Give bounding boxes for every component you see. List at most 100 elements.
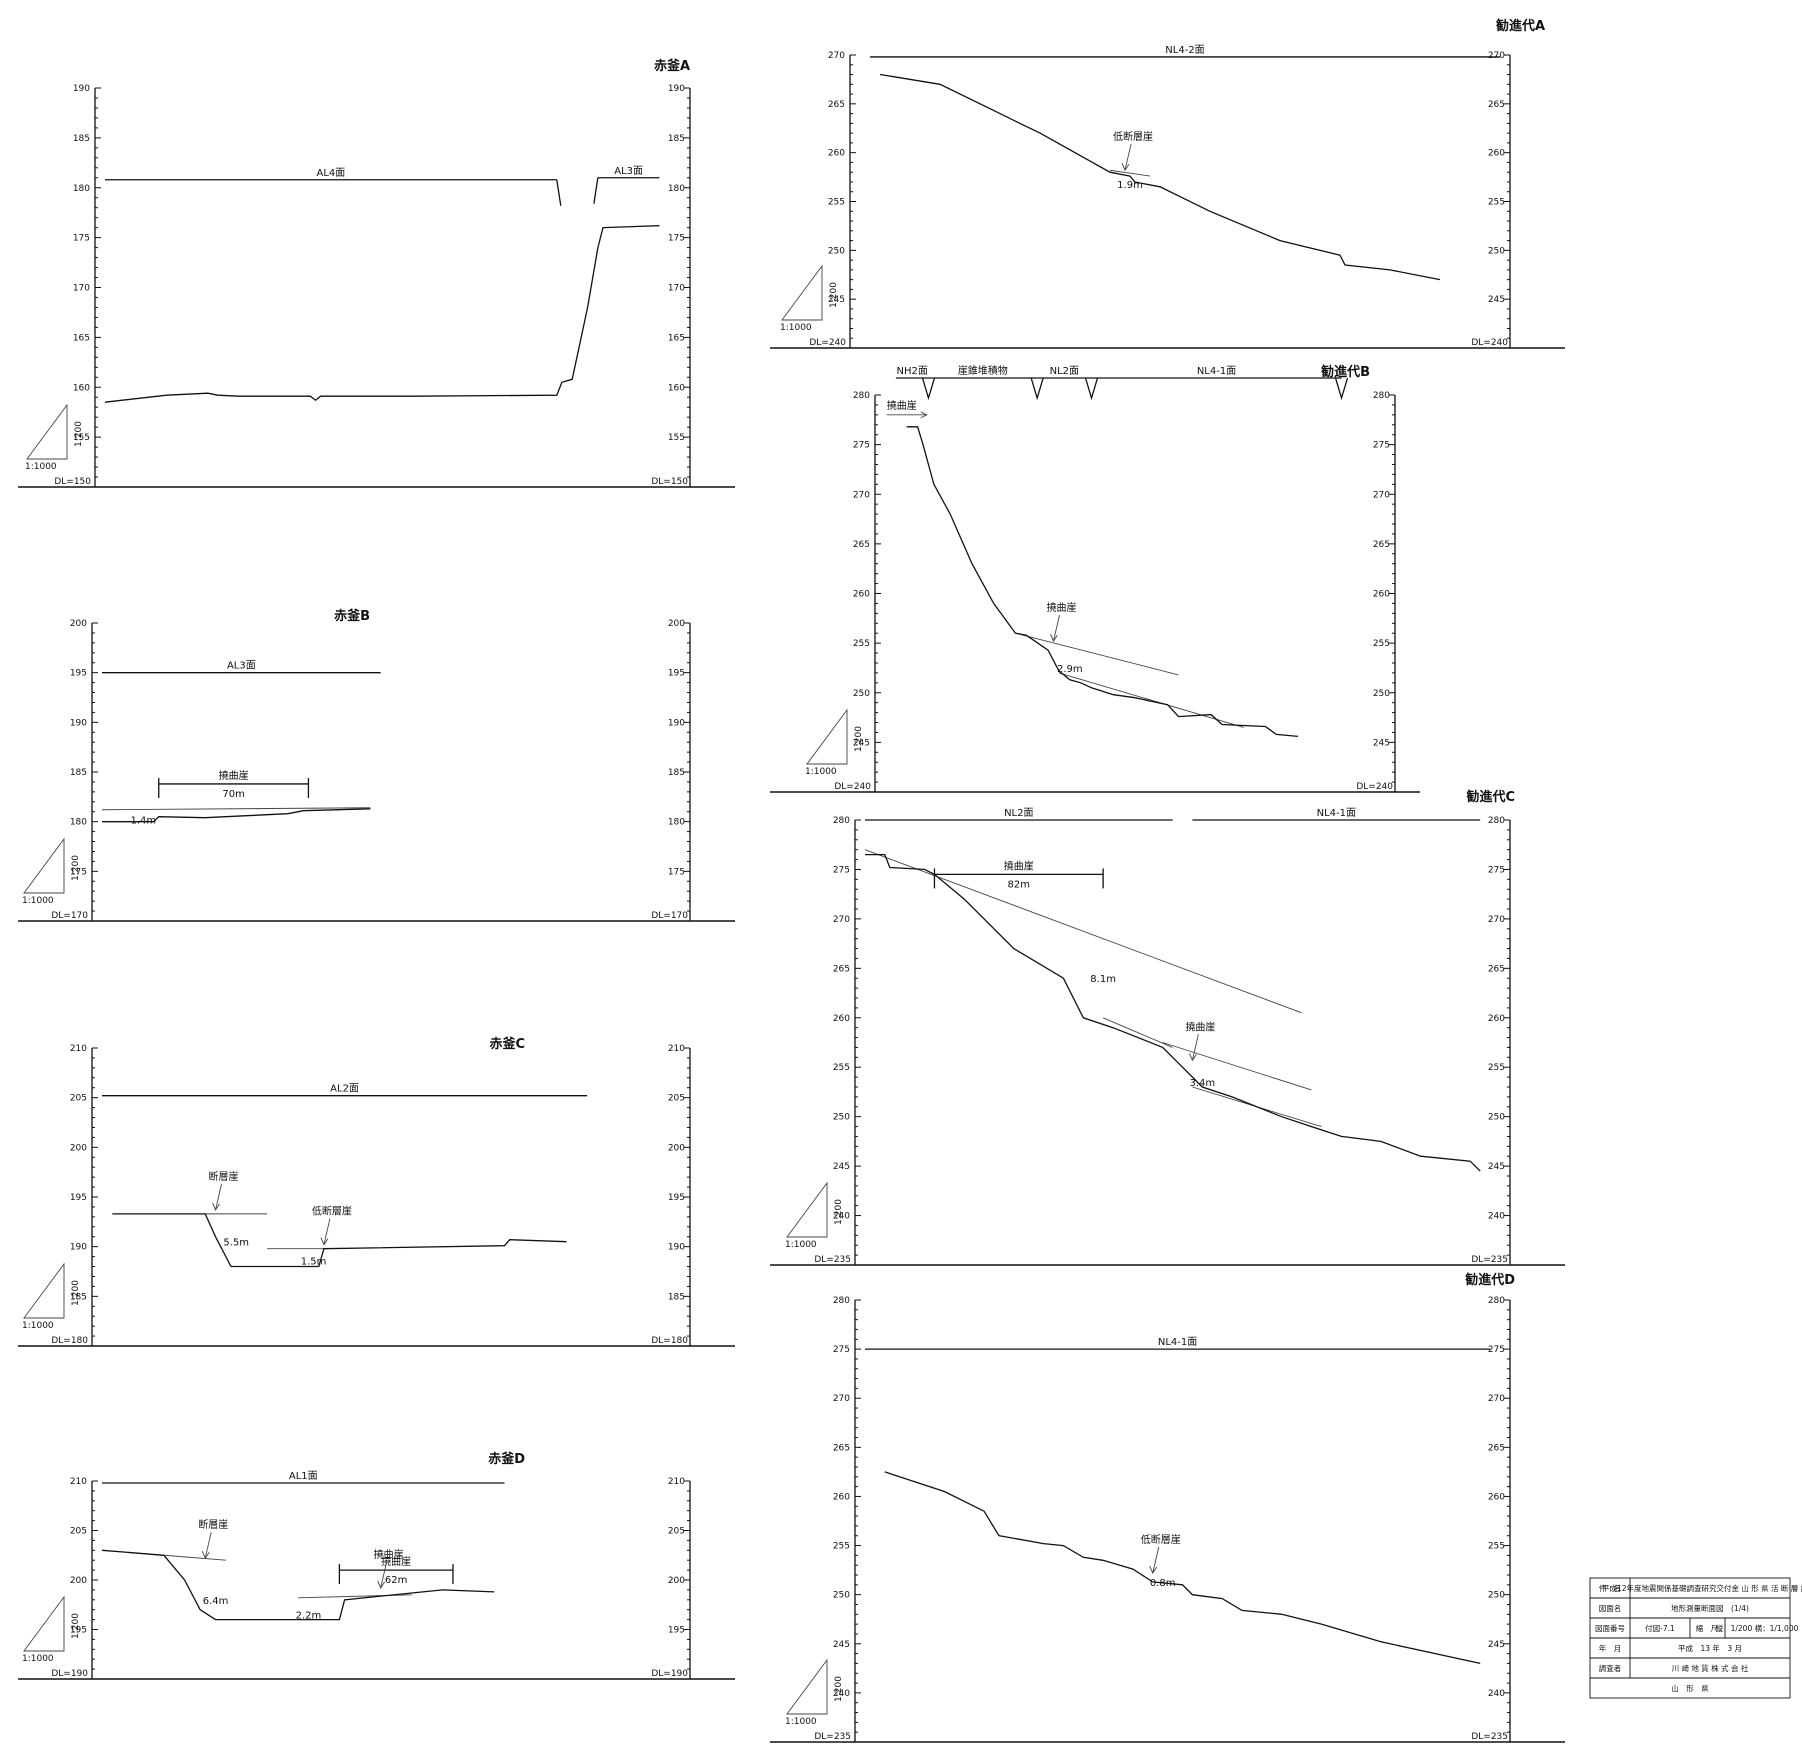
- chart-akagama-c: 185 185 190 190 195 195 200 200 205 205 210 210 DL=1…: [18, 1036, 735, 1347]
- title-block-label: 図面名: [1599, 1603, 1622, 1613]
- scale-horizontal-label: 1:1000: [22, 1321, 54, 1331]
- annotation-arrow: 低断層崖: [1141, 1533, 1181, 1574]
- left-tick-label: 180: [73, 184, 90, 194]
- surface-label: AL2面: [330, 1084, 359, 1095]
- scale-horizontal-label: 1:1000: [780, 323, 812, 333]
- left-tick-label: 205: [70, 1094, 87, 1104]
- ground-profile: [104, 225, 660, 403]
- annotation-arrow: 撓曲崖: [1046, 602, 1076, 643]
- right-tick-label: 205: [668, 1094, 685, 1104]
- annotation-arrow: 撓曲崖: [374, 1549, 404, 1589]
- scale-horizontal-label: 1:1000: [22, 1654, 54, 1664]
- annotation-label: 断層崖: [198, 1518, 228, 1531]
- reference-line: [1058, 672, 1244, 728]
- dimension-value: 70m: [222, 789, 244, 800]
- surface-label: NL2面: [1004, 808, 1033, 819]
- right-tick-label: 250: [1488, 246, 1505, 256]
- ground-profile: [865, 853, 1481, 1172]
- surface-notch: [1084, 377, 1099, 401]
- title-block-value: 平成12年度地震関係基礎調査研究交付金 山 形 県 活 断 層 調 査: [1602, 1583, 1802, 1593]
- right-tick-label: 195: [668, 1193, 685, 1203]
- right-tick-label: 270: [1373, 490, 1390, 500]
- right-tick-label: 165: [668, 333, 685, 343]
- left-tick-label: 260: [853, 590, 870, 600]
- right-tick-label: 190: [668, 718, 685, 728]
- right-tick-label: 160: [668, 383, 685, 393]
- datum-label-right: DL=190: [651, 1669, 688, 1679]
- height-label: 2.2m: [296, 1611, 322, 1622]
- height-label: 1.9m: [1117, 180, 1143, 191]
- left-tick-label: 260: [833, 1014, 850, 1024]
- right-tick-label: 245: [1373, 738, 1390, 748]
- surface-label: NL2面: [1050, 366, 1079, 377]
- left-tick-label: 270: [833, 1394, 850, 1404]
- left-tick-label: 260: [833, 1492, 850, 1502]
- right-tick-label: 260: [1488, 1492, 1505, 1502]
- dimension-bracket: 撓曲崖 62m: [338, 1556, 454, 1586]
- left-tick-label: 245: [833, 1162, 850, 1172]
- left-tick-label: 260: [828, 149, 845, 159]
- right-tick-label: 240: [1488, 1212, 1505, 1222]
- left-tick-label: 250: [828, 246, 845, 256]
- left-tick-label: 240: [833, 1212, 850, 1222]
- right-tick-label: 205: [668, 1527, 685, 1537]
- right-tick-label: 270: [1488, 1394, 1505, 1404]
- right-tick-label: 180: [668, 184, 685, 194]
- right-tick-label: 275: [1373, 441, 1390, 451]
- surface-notch: [1030, 377, 1044, 401]
- title-block-label: 縮 尺: [1696, 1623, 1719, 1633]
- right-tick-label: 180: [668, 818, 685, 828]
- left-tick-label: 175: [73, 234, 90, 244]
- right-tick-label: 190: [668, 1243, 685, 1253]
- left-tick-label: 155: [73, 433, 90, 443]
- chart-kanjindai-b: 245 245 250 250 255 255 260 260 265 265 270 270 275 2…: [770, 364, 1420, 793]
- left-tick-label: 265: [853, 540, 870, 550]
- right-tick-label: 265: [1373, 540, 1390, 550]
- ground-profile: [101, 1549, 495, 1621]
- annotation-label: 低断層崖: [1113, 130, 1153, 143]
- chart-title: 赤釜D: [488, 1451, 525, 1467]
- right-tick-label: 280: [1488, 1296, 1505, 1306]
- left-tick-label: 180: [70, 818, 87, 828]
- height-label: 8.1m: [1090, 974, 1116, 985]
- right-tick-label: 280: [1488, 816, 1505, 826]
- ground-profile: [879, 73, 1441, 281]
- reference-line: [1109, 169, 1151, 177]
- chart-akagama-a: 155 155 160 160 165 165 170 170 175 175 180 180 185 1…: [18, 58, 735, 488]
- annotation-label: 低断層崖: [1141, 1533, 1181, 1546]
- left-tick-label: 280: [833, 1296, 850, 1306]
- scale-vertical-label: 1:200: [854, 726, 864, 752]
- dimension-value: 62m: [385, 1575, 407, 1586]
- height-label: 5.5m: [223, 1238, 249, 1249]
- right-tick-label: 280: [1373, 391, 1390, 401]
- chart-kanjindai-c: 240 240 245 245 250 250 255 255 260 260 265 265 270 2…: [770, 789, 1565, 1266]
- height-label: 6.4m: [203, 1596, 229, 1607]
- surface-label: NL4-1面: [1158, 1337, 1197, 1348]
- height-label: 1.4m: [130, 816, 156, 827]
- annotation-label: 撓曲崖: [1185, 1021, 1215, 1033]
- right-tick-label: 265: [1488, 100, 1505, 110]
- chart-akagama-d: 195 195 200 200 205 205 210 210 DL=190 DL=190 1:20…: [18, 1451, 735, 1680]
- scale-triangle: 1:200 1:1000: [785, 1181, 844, 1250]
- left-tick-label: 245: [853, 738, 870, 748]
- left-tick-label: 270: [828, 51, 845, 61]
- dimension-label: 撓曲崖: [381, 1556, 411, 1568]
- chart-title: 勧進代D: [1464, 1272, 1515, 1288]
- scale-triangle: 1:200 1:1000: [22, 837, 81, 906]
- right-tick-label: 255: [1488, 198, 1505, 208]
- right-tick-label: 275: [1488, 865, 1505, 875]
- annotation-label: 撓曲崖: [374, 1549, 404, 1561]
- dimension-bracket: 撓曲崖 82m: [933, 860, 1104, 890]
- right-tick-label: 250: [1488, 1113, 1505, 1123]
- right-tick-label: 185: [668, 134, 685, 144]
- datum-label-right: DL=235: [1471, 1255, 1508, 1265]
- left-tick-label: 205: [70, 1527, 87, 1537]
- datum-label-right: DL=150: [651, 477, 688, 487]
- datum-label-left: DL=150: [54, 477, 91, 487]
- right-tick-label: 265: [1488, 964, 1505, 974]
- title-block-value: 地形測量断面図 (1/4): [1671, 1603, 1749, 1613]
- title-block-value: 平成 13 年 3 月: [1678, 1643, 1742, 1653]
- left-tick-label: 280: [853, 391, 870, 401]
- right-tick-label: 240: [1488, 1689, 1505, 1699]
- surface-notch: [921, 377, 936, 401]
